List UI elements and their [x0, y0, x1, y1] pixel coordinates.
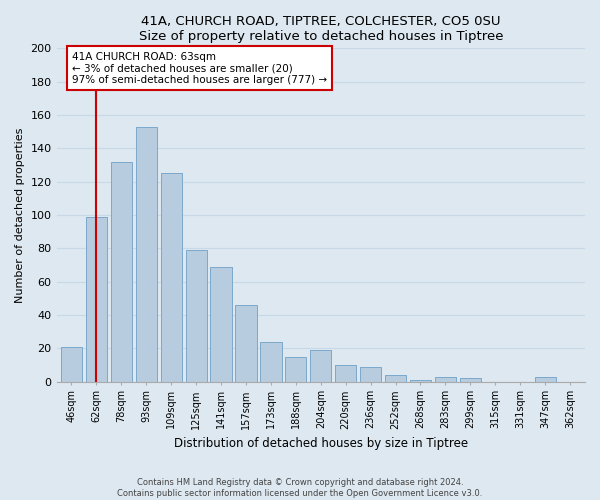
Bar: [285, 356, 307, 382]
Bar: [335, 365, 356, 382]
Bar: [410, 380, 431, 382]
Text: 41A CHURCH ROAD: 63sqm
← 3% of detached houses are smaller (20)
97% of semi-deta: 41A CHURCH ROAD: 63sqm ← 3% of detached …: [72, 52, 327, 85]
Bar: [310, 350, 331, 382]
Title: 41A, CHURCH ROAD, TIPTREE, COLCHESTER, CO5 0SU
Size of property relative to deta: 41A, CHURCH ROAD, TIPTREE, COLCHESTER, C…: [139, 15, 503, 43]
Bar: [185, 250, 207, 382]
Bar: [86, 216, 107, 382]
Bar: [435, 376, 456, 382]
Bar: [211, 266, 232, 382]
Bar: [235, 305, 257, 382]
Bar: [535, 376, 556, 382]
Bar: [385, 375, 406, 382]
Bar: [111, 162, 132, 382]
Bar: [61, 346, 82, 382]
Y-axis label: Number of detached properties: Number of detached properties: [15, 127, 25, 302]
Bar: [360, 366, 381, 382]
Text: Contains HM Land Registry data © Crown copyright and database right 2024.
Contai: Contains HM Land Registry data © Crown c…: [118, 478, 482, 498]
Bar: [161, 174, 182, 382]
X-axis label: Distribution of detached houses by size in Tiptree: Distribution of detached houses by size …: [174, 437, 468, 450]
Bar: [136, 126, 157, 382]
Bar: [460, 378, 481, 382]
Bar: [260, 342, 281, 382]
